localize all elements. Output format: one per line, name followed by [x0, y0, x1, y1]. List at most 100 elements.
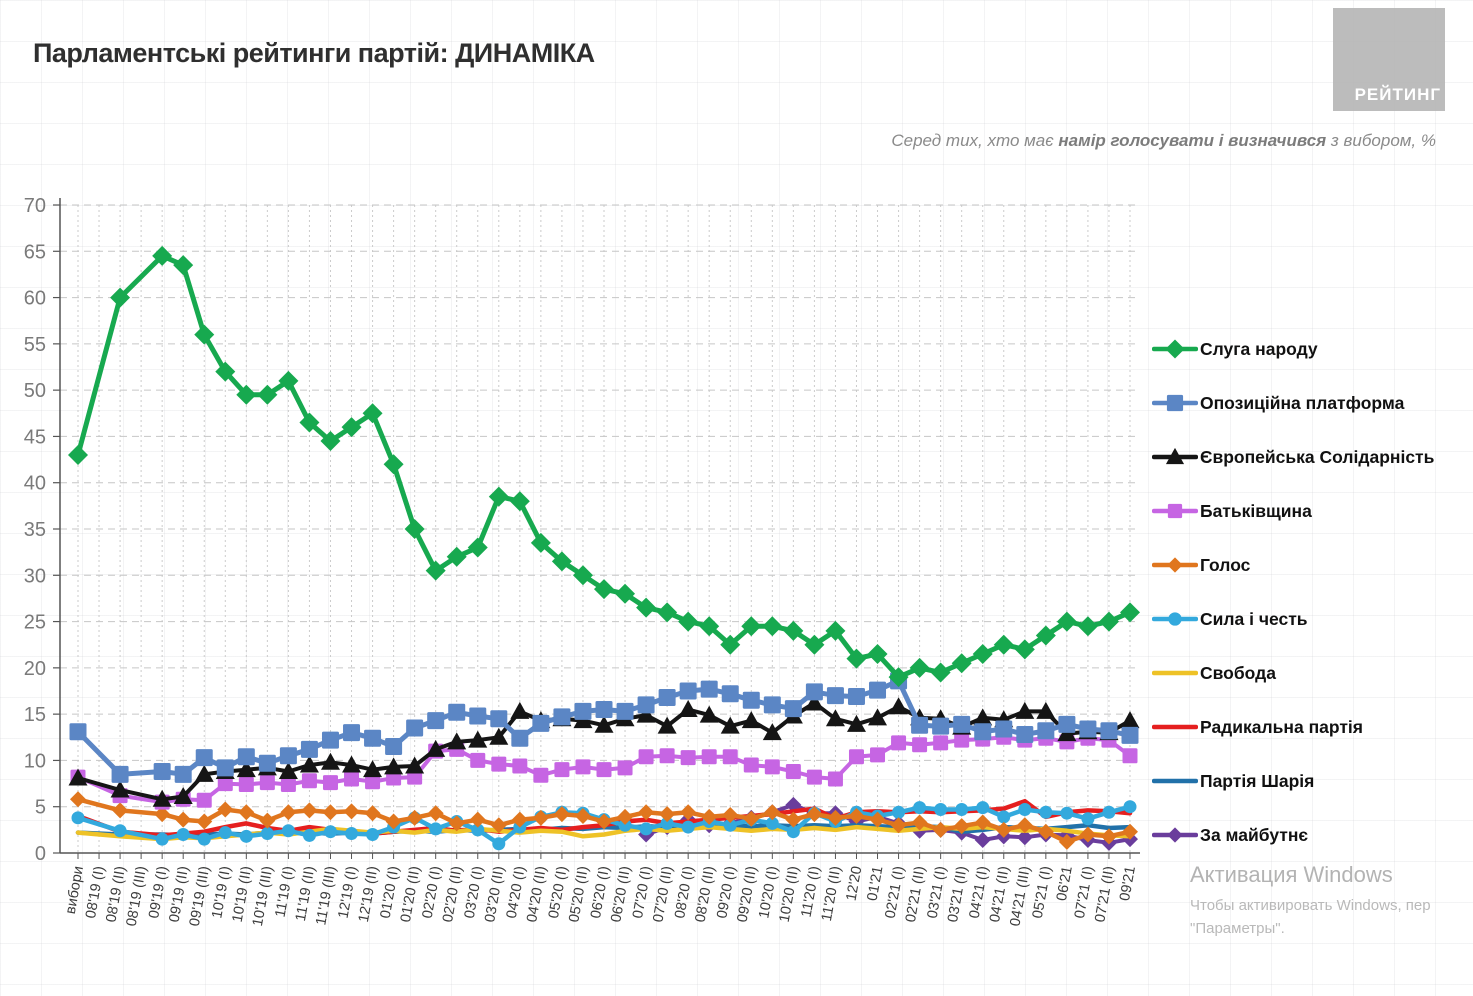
- data-point-marker: [785, 764, 801, 780]
- data-point-marker: [638, 749, 654, 765]
- page-title: Парламентські рейтинги партій: ДИНАМІКА: [33, 38, 595, 68]
- data-point-marker: [595, 701, 613, 719]
- data-point-marker: [281, 824, 295, 838]
- data-point-marker: [699, 616, 720, 637]
- data-point-marker: [722, 807, 739, 824]
- legend-marker-icon: [1152, 557, 1198, 573]
- data-point-marker: [1102, 805, 1116, 819]
- y-axis-label: 50: [24, 380, 46, 402]
- data-point-marker: [617, 760, 633, 776]
- data-point-marker: [427, 712, 445, 730]
- data-point-marker: [176, 827, 190, 841]
- data-point-marker: [152, 245, 173, 266]
- series-Опозиційна платформа: [69, 672, 1139, 783]
- data-point-marker: [679, 682, 697, 700]
- data-point-marker: [743, 810, 760, 827]
- data-point-marker: [280, 776, 296, 792]
- data-point-marker: [195, 749, 213, 767]
- legend-item: За майбутнє: [1152, 824, 1472, 846]
- y-axis-label: 5: [35, 797, 46, 819]
- data-point-marker: [743, 757, 759, 773]
- data-point-marker: [934, 802, 948, 816]
- chart-subtitle: Серед тих, хто має намір голосувати і ви…: [891, 131, 1436, 151]
- data-point-marker: [299, 755, 319, 773]
- data-point-marker: [658, 688, 676, 706]
- data-point-marker: [1100, 722, 1118, 740]
- data-point-marker: [153, 763, 171, 781]
- data-point-marker: [404, 519, 425, 539]
- y-axis-label: 10: [24, 750, 46, 772]
- data-point-marker: [574, 807, 591, 824]
- subtitle-suffix: з вибором, %: [1326, 131, 1436, 150]
- data-point-marker: [932, 821, 949, 838]
- y-axis-label: 20: [24, 658, 46, 680]
- data-point-marker: [425, 560, 446, 581]
- data-point-marker: [615, 583, 636, 604]
- data-point-marker: [892, 805, 906, 819]
- data-point-marker: [492, 837, 506, 851]
- data-point-marker: [575, 759, 591, 775]
- legend-label: Батьківщина: [1200, 500, 1312, 521]
- data-point-marker: [1100, 828, 1117, 845]
- legend-item: Європейська Солідарність: [1152, 446, 1472, 468]
- data-point-marker: [426, 739, 446, 757]
- data-point-marker: [323, 825, 337, 839]
- data-point-marker: [1122, 748, 1138, 764]
- data-point-marker: [111, 765, 129, 783]
- y-axis-label: 45: [24, 426, 46, 448]
- x-axis-label: 01'21: [865, 865, 887, 902]
- data-point-marker: [574, 702, 592, 720]
- data-point-marker: [490, 817, 507, 834]
- data-point-marker: [469, 811, 486, 828]
- data-point-marker: [366, 827, 380, 841]
- data-point-marker: [720, 634, 741, 655]
- data-point-marker: [1167, 557, 1183, 573]
- legend-item: Батьківщина: [1152, 500, 1472, 522]
- data-point-marker: [997, 810, 1011, 824]
- data-point-marker: [868, 708, 888, 726]
- data-point-marker: [322, 804, 339, 821]
- data-point-marker: [385, 738, 403, 756]
- data-point-marker: [301, 802, 318, 819]
- data-point-marker: [532, 714, 550, 732]
- data-point-marker: [870, 747, 886, 763]
- data-point-marker: [343, 803, 360, 820]
- x-axis-label: 05'21 (I): [1030, 865, 1055, 920]
- data-point-marker: [279, 747, 297, 765]
- data-point-marker: [657, 602, 678, 623]
- data-point-marker: [447, 732, 467, 750]
- ratings-line-chart-svg: 0510152025303540455055606570вибори08'19 …: [24, 195, 1140, 928]
- data-point-marker: [636, 597, 657, 618]
- data-point-marker: [448, 703, 466, 721]
- data-point-marker: [933, 735, 949, 751]
- data-point-marker: [1016, 726, 1034, 744]
- data-point-marker: [720, 716, 740, 734]
- x-axis-label: вибори: [63, 865, 87, 915]
- data-point-marker: [680, 804, 697, 821]
- windows-activation-watermark: Активация Windows Чтобы активировать Win…: [1190, 862, 1473, 940]
- data-point-marker: [1016, 829, 1033, 846]
- x-axis-label: 12'20: [844, 865, 866, 902]
- line-chart: 0 5 10 15 20 25 30 35 40 45 50 55 60 65 70 вибори 08'19 …: [0, 180, 1150, 980]
- data-point-marker: [699, 705, 719, 723]
- data-point-marker: [215, 361, 236, 382]
- data-point-marker: [639, 822, 653, 836]
- data-point-marker: [237, 748, 255, 766]
- data-point-marker: [846, 648, 867, 669]
- legend-label: Голос: [1200, 554, 1251, 575]
- data-point-marker: [891, 735, 907, 751]
- data-point-marker: [825, 709, 845, 727]
- y-axis-label: 0: [35, 843, 46, 865]
- data-point-marker: [299, 412, 320, 433]
- data-point-marker: [278, 762, 298, 780]
- data-point-marker: [258, 754, 276, 772]
- data-point-marker: [405, 756, 425, 774]
- data-point-marker: [974, 832, 991, 849]
- subtitle-bold: намір голосувати і визначився: [1058, 131, 1327, 150]
- data-point-marker: [1166, 394, 1184, 412]
- data-point-marker: [491, 756, 507, 772]
- data-point-marker: [806, 806, 823, 823]
- data-point-marker: [173, 255, 194, 276]
- data-point-marker: [429, 822, 443, 836]
- data-point-marker: [911, 716, 929, 734]
